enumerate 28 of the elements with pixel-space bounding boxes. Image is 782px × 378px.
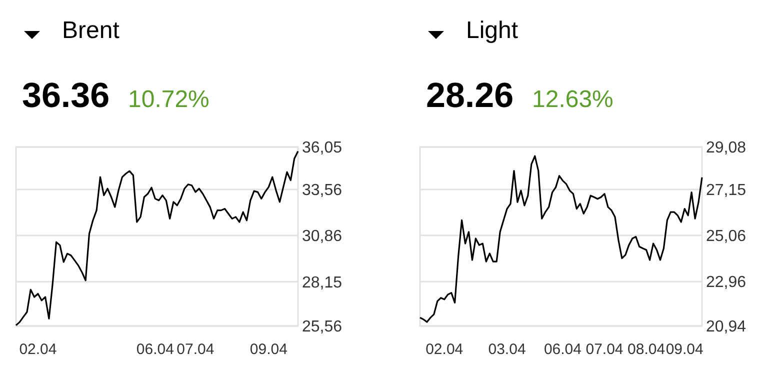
- y-tick-label: 30,86: [302, 228, 342, 246]
- y-tick-label: 25,56: [302, 318, 342, 336]
- x-tick-label: 02.04: [426, 341, 464, 358]
- y-tick-label: 27,15: [706, 182, 746, 200]
- x-tick-label: 06.04: [136, 341, 174, 358]
- y-tick-label: 25,06: [706, 228, 746, 245]
- text: 10.72%: [128, 86, 210, 113]
- y-tick-label: 36,05: [302, 140, 342, 157]
- x-tick-label: 09.04: [250, 341, 288, 358]
- chart-title: Brent: [62, 17, 120, 44]
- y-tick-label: 22,96: [706, 274, 746, 292]
- y-tick-label: 29,08: [706, 140, 746, 157]
- x-tick-label: 03.04: [488, 341, 526, 358]
- y-tick-label: 33,56: [302, 182, 342, 200]
- x-tick-label: 02.04: [19, 341, 57, 358]
- chart-subtitle: 28.26: [426, 76, 514, 115]
- x-tick-label: 07.04: [176, 341, 214, 358]
- x-tick-label: 06.04: [544, 341, 582, 358]
- y-tick-label: 20,94: [706, 318, 746, 336]
- line-series: [419, 155, 703, 323]
- chart-subtitle: 36.36: [22, 76, 110, 115]
- x-tick-label: 09.04: [666, 341, 704, 358]
- line-series: [15, 150, 299, 326]
- x-tick-label: 07.04: [586, 341, 624, 358]
- x-tick-label: 08.04: [628, 341, 666, 358]
- y-tick-label: 28,15: [302, 274, 342, 292]
- chart-title: Light: [466, 17, 518, 44]
- text: 12.63%: [532, 86, 614, 113]
